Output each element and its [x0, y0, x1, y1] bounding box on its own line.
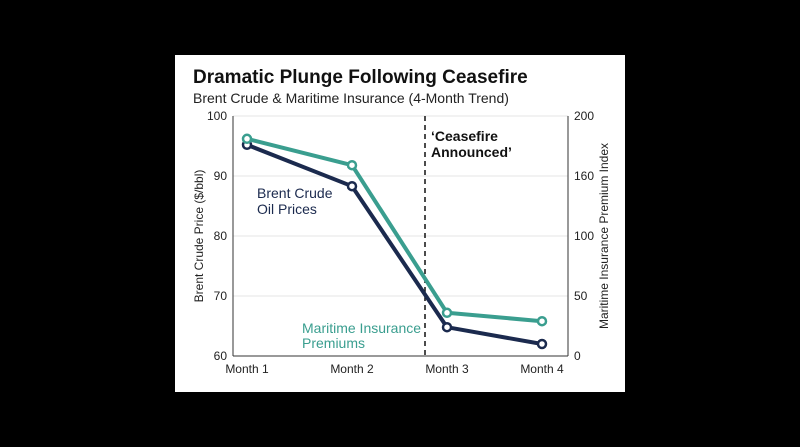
- y-left-tick-label: 100: [207, 109, 227, 123]
- y-left-axis-title: Brent Crude Price ($/bbl): [192, 170, 206, 303]
- y-left-tick-label: 80: [214, 229, 228, 243]
- y-left-tick-label: 70: [214, 289, 228, 303]
- insurance-data-point: [441, 307, 453, 319]
- y-right-tick-label: 160: [574, 169, 594, 183]
- brent-data-point: [441, 321, 453, 333]
- insurance-series-label: Maritime Insurance: [302, 320, 421, 336]
- y-right-axis-title: Maritime Insurance Premium Index: [597, 143, 611, 329]
- insurance-series-line: [245, 136, 544, 324]
- x-tick-label: Month 4: [520, 362, 564, 376]
- x-tick-label: Month 3: [425, 362, 469, 376]
- chart-svg: 60 70 80 90 100 0 50 100 160 200 Month 1 Month 2 Mon…: [192, 109, 611, 376]
- y-right-tick-label: 200: [574, 109, 594, 123]
- insurance-data-point: [536, 315, 548, 327]
- chart-card: Dramatic Plunge Following Ceasefire Bren…: [175, 55, 625, 392]
- insurance-series-label: Premiums: [302, 335, 365, 351]
- ceasefire-annotation: ‘Ceasefire: [431, 128, 498, 144]
- ceasefire-annotation: Announced’: [431, 144, 512, 160]
- y-right-tick-label: 0: [574, 349, 581, 363]
- insurance-data-point: [346, 159, 358, 171]
- brent-data-point: [536, 338, 548, 350]
- y-right-tick-label: 100: [574, 229, 594, 243]
- y-left-tick-label: 60: [214, 349, 228, 363]
- brent-data-point: [346, 180, 358, 192]
- brent-series-label: Brent Crude: [257, 185, 333, 201]
- brent-series-line: [245, 142, 544, 346]
- chart-title: Dramatic Plunge Following Ceasefire: [193, 67, 528, 88]
- x-tick-label: Month 2: [330, 362, 374, 376]
- chart-subtitle: Brent Crude & Maritime Insurance (4-Mont…: [193, 90, 509, 106]
- brent-series-label: Oil Prices: [257, 201, 317, 217]
- y-right-tick-label: 50: [574, 289, 588, 303]
- insurance-data-point: [241, 133, 253, 145]
- y-left-tick-label: 90: [214, 169, 228, 183]
- x-tick-label: Month 1: [225, 362, 269, 376]
